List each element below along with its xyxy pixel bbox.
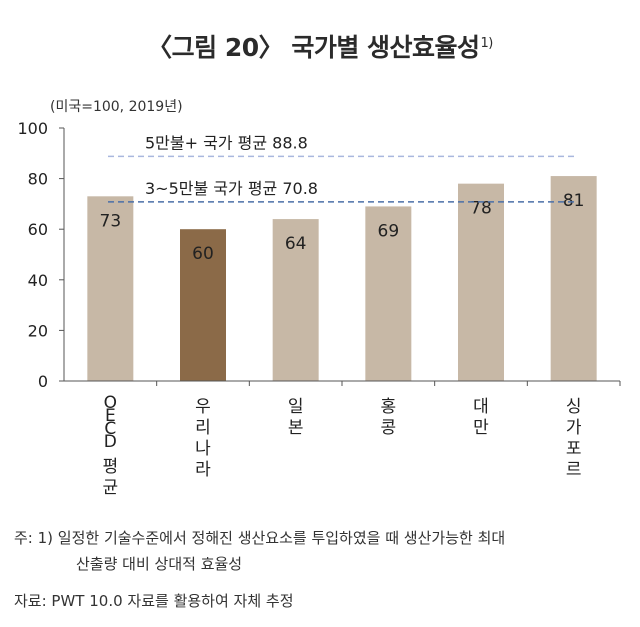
bar-value-label: 60 bbox=[192, 244, 214, 264]
source-note: 자료: PWT 10.0 자료를 활용하여 자체 추정 bbox=[14, 592, 294, 610]
y-tick-label: 20 bbox=[28, 321, 48, 340]
bar-value-label: 73 bbox=[100, 211, 122, 231]
bar bbox=[180, 229, 226, 381]
bar bbox=[87, 196, 134, 381]
y-tick-label: 60 bbox=[28, 220, 48, 239]
bar-value-label: 69 bbox=[378, 221, 400, 241]
reference-line-label: 5만불+ 국가 평균 88.8 bbox=[145, 133, 308, 152]
bar bbox=[365, 206, 412, 381]
y-tick-label: 40 bbox=[28, 271, 48, 290]
bar-value-label: 78 bbox=[470, 199, 492, 219]
bar-chart: 0 20 40 60 80 100 73 O E C D 평 균 60 우 리 나 라 64 일 본 69 홍 콩 78 대 만 81… bbox=[17, 119, 621, 498]
reference-line-label: 3~5만불 국가 평균 70.8 bbox=[145, 179, 318, 198]
bar-value-label: 64 bbox=[285, 234, 307, 254]
note-line-1: 주: 1) 일정한 기술수준에서 정해진 생산요소를 투입하였을 때 생산가능한… bbox=[14, 529, 506, 547]
bar bbox=[458, 183, 504, 381]
bar bbox=[272, 219, 319, 381]
y-tick-label: 0 bbox=[38, 372, 48, 391]
note-line-2: 산출량 대비 상대적 효율성 bbox=[76, 555, 243, 573]
unit-label: (미국=100, 2019년) bbox=[50, 99, 183, 115]
chart-title-text: 〈그림 20〉 국가별 생산효율성 bbox=[147, 33, 480, 62]
bar-value-label: 81 bbox=[563, 191, 585, 211]
y-tick-label: 100 bbox=[17, 119, 48, 138]
y-tick-label: 80 bbox=[28, 170, 48, 189]
bar bbox=[550, 176, 597, 381]
chart-title: 〈그림 20〉 국가별 생산효율성1) bbox=[0, 28, 640, 64]
chart-title-footnote-mark: 1) bbox=[480, 35, 494, 51]
